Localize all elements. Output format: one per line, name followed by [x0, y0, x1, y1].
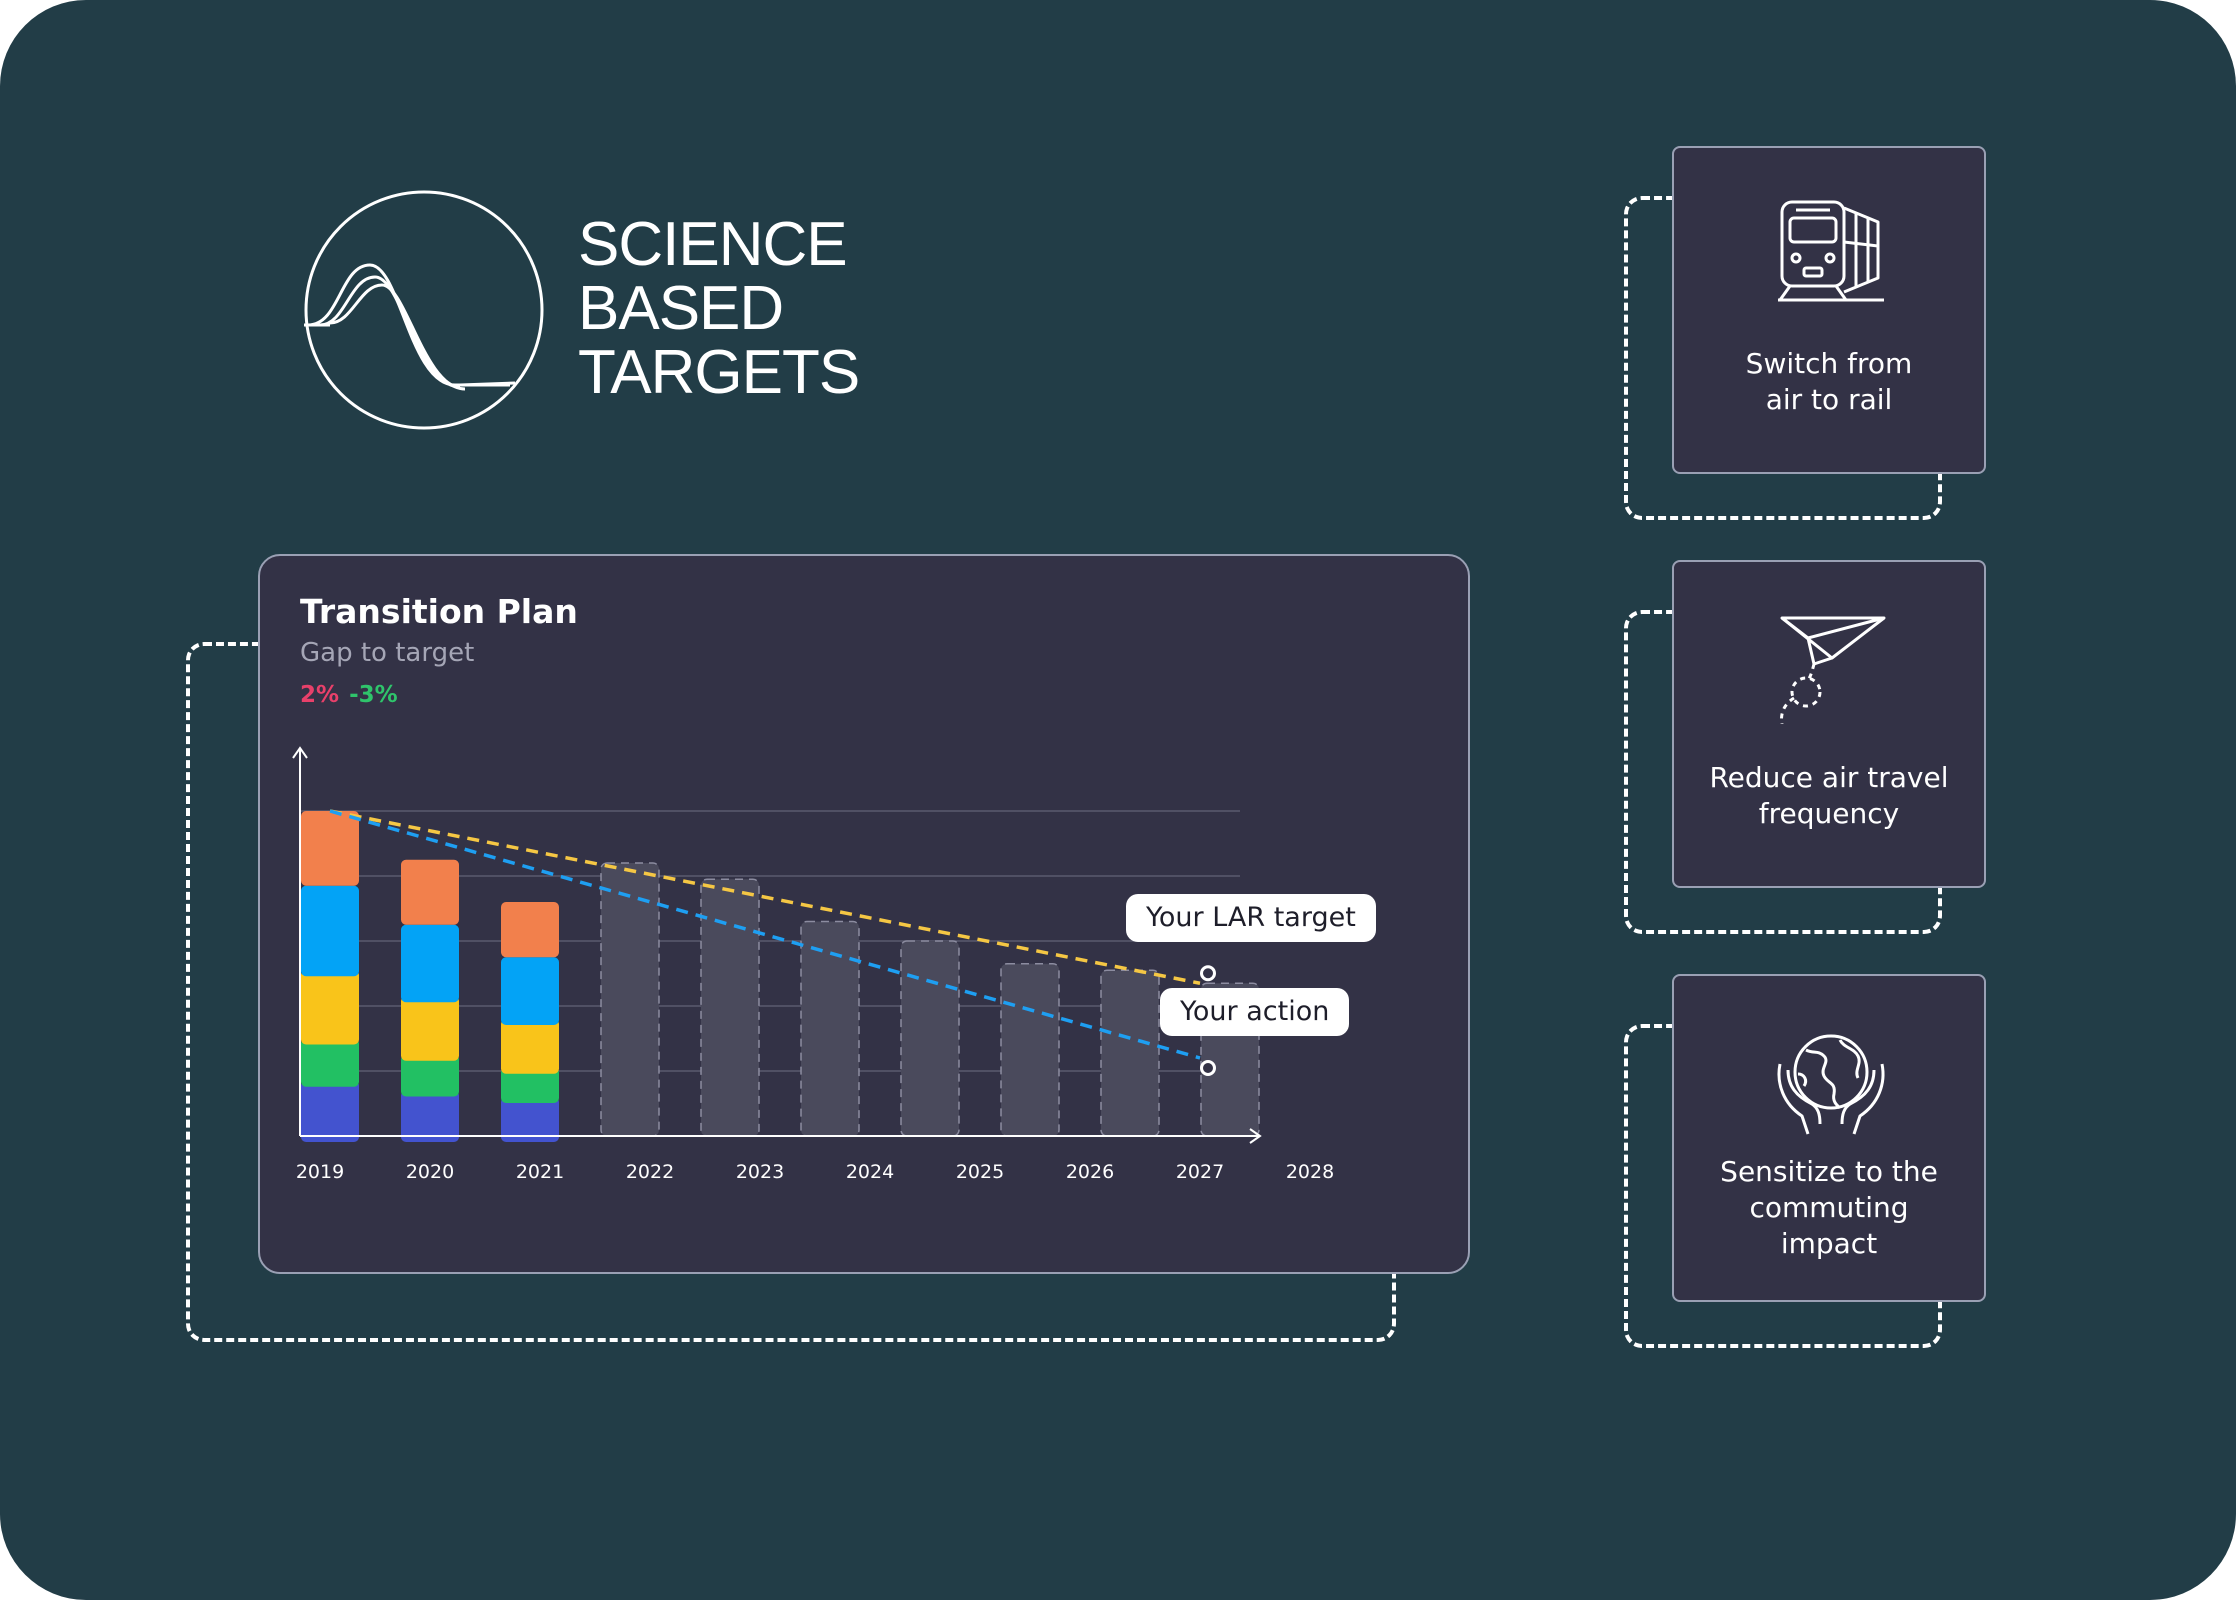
- gap-values: 2% -3%: [300, 682, 398, 708]
- panel-subtitle: Gap to target: [300, 638, 475, 668]
- action-marker: [1200, 1060, 1216, 1076]
- panel-title: Transition Plan: [300, 592, 578, 631]
- logo-line: BASED: [578, 274, 784, 343]
- x-tick-label: 2024: [846, 1161, 894, 1183]
- paper-plane-icon: [1780, 616, 1886, 724]
- x-tick-label: 2027: [1176, 1161, 1224, 1183]
- logo-wave-icon: [304, 190, 544, 430]
- projected-bar: [1000, 963, 1060, 1137]
- x-tick-label: 2026: [1066, 1161, 1114, 1183]
- stacked-bar-segment: [401, 1090, 459, 1142]
- x-tick-label: 2028: [1286, 1161, 1334, 1183]
- gap-positive: 2%: [300, 682, 340, 708]
- projected-bar: [600, 862, 660, 1137]
- stacked-bar-segment: [501, 1097, 559, 1142]
- x-tick-label: 2021: [516, 1161, 564, 1183]
- stacked-bar-segment: [501, 902, 559, 958]
- stacked-bar-segment: [501, 957, 559, 1025]
- action-card-rail[interactable]: Switch from air to rail: [1672, 146, 1986, 474]
- lar-target-callout: Your LAR target: [1126, 894, 1376, 942]
- stacked-bar-segment: [301, 970, 359, 1045]
- logo-wordmark: SCIENCE BASED TARGETS: [578, 210, 860, 407]
- card-label: Sensitize to the commuting impact: [1720, 1155, 1938, 1260]
- x-tick-label: 2020: [406, 1161, 454, 1183]
- projected-bar: [900, 940, 960, 1137]
- stacked-bar-segment: [401, 859, 459, 925]
- action-card-air-travel[interactable]: Reduce air travel frequency: [1672, 560, 1986, 888]
- stacked-bar-segment: [301, 885, 359, 977]
- logo-line: SCIENCE: [578, 210, 848, 279]
- y-axis-arrow: [292, 746, 308, 759]
- stacked-bar-segment: [301, 811, 359, 886]
- stacked-bar-segment: [401, 996, 459, 1061]
- stacked-bar-segment: [401, 1054, 459, 1097]
- action-line: [329, 809, 1201, 1060]
- x-tick-label: 2023: [736, 1161, 784, 1183]
- x-tick-label: 2022: [626, 1161, 674, 1183]
- card-label: Reduce air travel frequency: [1709, 761, 1949, 830]
- lar-target-marker: [1200, 965, 1216, 982]
- transition-chart: 2019 2020 2021 2022 2023 2024 2025 2026 2027 2028: [292, 746, 1334, 1183]
- x-tick-label: 2025: [956, 1161, 1004, 1183]
- projected-bar: [700, 878, 760, 1137]
- stacked-bar-segment: [301, 1080, 359, 1142]
- sbt-logo: SCIENCE BASED TARGETS: [300, 185, 860, 435]
- logo-line: TARGETS: [578, 338, 860, 407]
- stacked-bar-segment: [401, 924, 459, 1003]
- projected-bar: [800, 920, 860, 1137]
- card-label: Switch from air to rail: [1745, 347, 1913, 416]
- stacked-bar-segment: [501, 1019, 559, 1074]
- transition-plan-panel: Transition Plan Gap to target 2% -3% 2019…: [258, 554, 1470, 1274]
- train-icon: [1778, 200, 1884, 302]
- gap-negative: -3%: [349, 682, 398, 708]
- globe-hands-icon: [1777, 1034, 1885, 1135]
- action-card-commuting[interactable]: Sensitize to the commuting impact: [1672, 974, 1986, 1302]
- x-tick-label: 2019: [296, 1161, 344, 1183]
- lar-target-line: [329, 809, 1201, 985]
- stacked-bar-segment: [301, 1038, 359, 1087]
- your-action-callout: Your action: [1160, 988, 1350, 1036]
- stacked-bar-segment: [501, 1067, 559, 1103]
- projected-bar: [1100, 969, 1160, 1137]
- x-axis-arrow: [1249, 1128, 1262, 1144]
